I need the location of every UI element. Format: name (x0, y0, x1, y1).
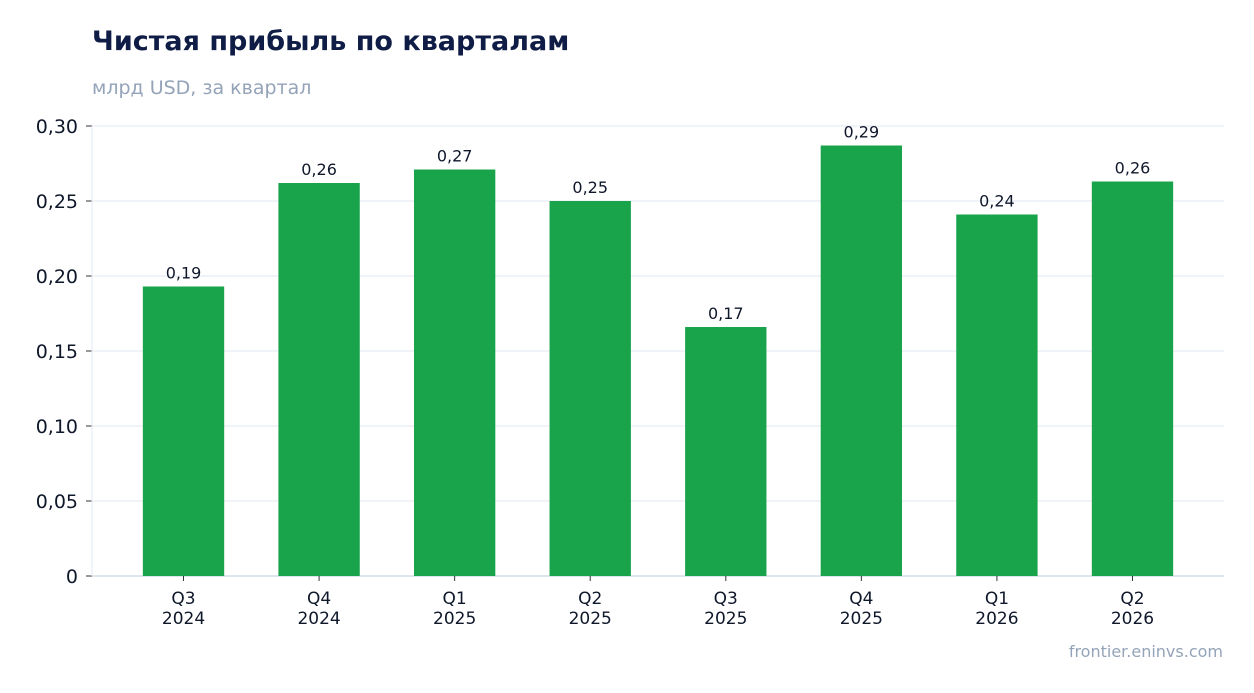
bar (820, 145, 903, 576)
data-label: 0,25 (572, 178, 608, 197)
x-tick-label: Q2 (1120, 589, 1144, 609)
y-tick-label: 0,25 (36, 191, 78, 213)
y-tick-label: 0,10 (36, 416, 78, 438)
x-tick-label: 2025 (433, 609, 476, 629)
data-label: 0,27 (437, 147, 473, 166)
bar (549, 201, 631, 576)
data-label: 0,29 (844, 123, 880, 142)
bar (142, 286, 225, 576)
x-tick-label: Q4 (307, 589, 331, 609)
data-label: 0,26 (1115, 159, 1151, 178)
source-credit: frontier.eninvs.com (1068, 642, 1223, 661)
y-tick-label: 0,15 (36, 341, 78, 363)
bar (956, 214, 1038, 576)
x-tick-label: Q2 (578, 589, 602, 609)
x-tick-label: 2025 (704, 609, 747, 629)
chart-subtitle: млрд USD, за квартал (92, 77, 312, 99)
y-tick-label: 0,30 (36, 116, 78, 138)
bar (1091, 181, 1174, 576)
y-tick-label: 0 (66, 566, 78, 588)
x-tick-label: Q3 (714, 589, 738, 609)
x-tick-label: Q1 (443, 589, 467, 609)
bar (685, 327, 767, 576)
x-tick-label: 2024 (162, 609, 205, 629)
data-label: 0,24 (979, 192, 1015, 211)
x-tick-label: 2026 (1111, 609, 1154, 629)
chart-title: Чистая прибыль по кварталам (92, 26, 570, 57)
y-tick-label: 0,20 (36, 266, 78, 288)
x-tick-label: 2026 (975, 609, 1018, 629)
data-label: 0,17 (708, 304, 744, 323)
data-label: 0,26 (301, 160, 337, 179)
y-tick-label: 0,05 (36, 491, 78, 513)
x-tick-label: 2024 (297, 609, 340, 629)
bar (278, 183, 360, 576)
bar (413, 169, 496, 576)
x-tick-label: Q4 (849, 589, 873, 609)
x-tick-label: Q1 (985, 589, 1009, 609)
x-tick-label: 2025 (840, 609, 883, 629)
x-tick-label: 2025 (569, 609, 612, 629)
data-label: 0,19 (166, 264, 202, 283)
x-tick-label: Q3 (171, 589, 195, 609)
